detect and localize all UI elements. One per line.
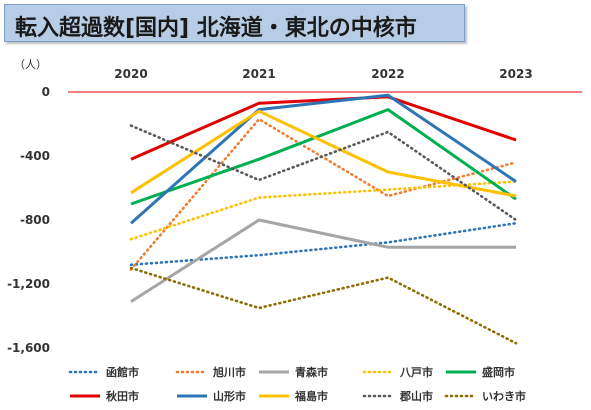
- legend-label: 盛岡市: [482, 365, 515, 379]
- chart-title: 転入超過数[国内] 北海道・東北の中核市: [15, 16, 417, 41]
- series-line-10: [129, 266, 518, 345]
- legend-label: 福島市: [294, 389, 328, 403]
- series-line-6: [130, 95, 517, 161]
- series-line-1: [129, 221, 518, 267]
- y-tick-label: -400: [20, 149, 50, 163]
- series-line-4: [129, 180, 518, 241]
- series-line-9: [129, 124, 518, 222]
- series-line-2: [129, 117, 518, 271]
- x-tick-label: 2021: [242, 67, 275, 81]
- legend-label: 山形市: [213, 389, 246, 403]
- legend-label: 秋田市: [106, 389, 139, 403]
- y-tick-label: -800: [20, 213, 50, 227]
- legend-label: 旭川市: [212, 365, 246, 379]
- legend-label: いわき市: [482, 389, 526, 403]
- legend-label: 青森市: [295, 365, 328, 379]
- series-line-3: [130, 218, 516, 303]
- x-tick-label: 2020: [114, 67, 147, 81]
- x-tick-label: 2023: [499, 67, 532, 81]
- series-line-7: [130, 93, 517, 225]
- y-tick-label: -1,600: [7, 341, 50, 355]
- legend-label: 郡山市: [399, 389, 433, 403]
- y-tick-label: 0: [42, 85, 50, 99]
- y-tick-label: -1,200: [7, 277, 50, 291]
- legend-label: 函館市: [106, 365, 139, 379]
- x-tick-label: 2022: [371, 67, 404, 81]
- legend-label: 八戸市: [399, 365, 433, 379]
- chart-title-box: 転入超過数[国内] 北海道・東北の中核市: [4, 4, 465, 42]
- series-line-5: [130, 108, 517, 206]
- y-axis-unit-label: （人）: [14, 58, 47, 71]
